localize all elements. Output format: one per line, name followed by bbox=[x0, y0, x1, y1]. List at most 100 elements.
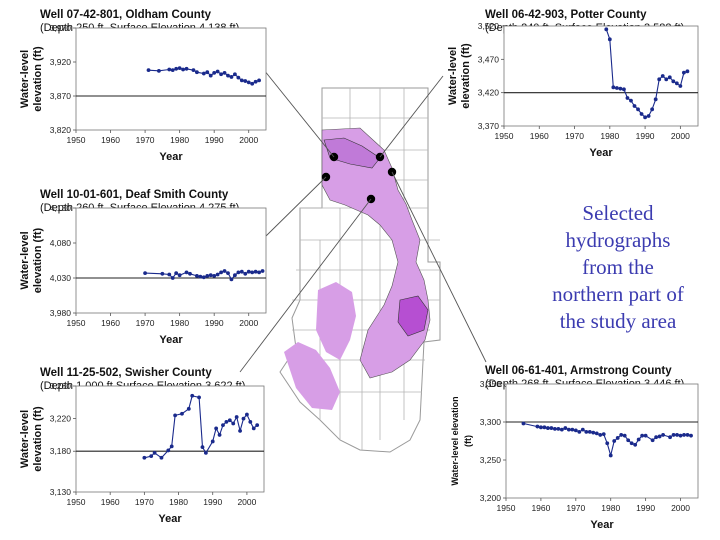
data-point bbox=[612, 439, 617, 443]
data-point bbox=[239, 269, 244, 274]
data-point bbox=[674, 81, 679, 86]
data-point bbox=[640, 433, 645, 438]
data-point bbox=[559, 427, 564, 432]
y-axis-label: Water-level bbox=[447, 47, 459, 105]
y-tick-label: 3,200 bbox=[480, 493, 502, 503]
chart-title: Well 06-61-401, Armstrong County bbox=[485, 365, 672, 377]
data-point bbox=[201, 275, 206, 280]
data-point bbox=[689, 433, 693, 438]
plot-frame bbox=[505, 383, 699, 499]
data-point bbox=[184, 66, 189, 71]
data-point bbox=[169, 444, 174, 449]
data-point bbox=[619, 433, 624, 437]
data-point bbox=[205, 274, 210, 278]
data-point bbox=[611, 85, 616, 90]
data-point bbox=[208, 73, 213, 78]
data-point bbox=[664, 77, 669, 82]
data-point bbox=[186, 406, 191, 411]
data-point bbox=[653, 97, 658, 102]
data-point bbox=[549, 426, 554, 430]
chart-title: Well 11-25-502, Swisher County bbox=[40, 367, 212, 379]
data-point bbox=[521, 421, 526, 426]
x-tick-label: 1980 bbox=[169, 497, 188, 507]
data-point bbox=[245, 412, 249, 417]
x-tick-label: 2000 bbox=[671, 131, 690, 141]
caption-line-1: Selected bbox=[582, 201, 654, 225]
data-point bbox=[580, 427, 585, 432]
x-tick-label: 1970 bbox=[136, 135, 155, 145]
data-point bbox=[636, 107, 640, 112]
data-point bbox=[246, 269, 251, 274]
data-point bbox=[255, 423, 260, 428]
plot-frame bbox=[75, 385, 265, 493]
x-tick-label: 1950 bbox=[495, 131, 514, 141]
map-leader-lines bbox=[239, 69, 487, 373]
data-point bbox=[170, 68, 175, 73]
y-axis-label: (ft) bbox=[463, 435, 473, 447]
data-point bbox=[535, 424, 540, 429]
data-point bbox=[188, 271, 192, 276]
caption-line-3: from the bbox=[582, 255, 654, 279]
x-tick-label: 1960 bbox=[530, 131, 549, 141]
data-point bbox=[212, 274, 217, 278]
data-point bbox=[633, 442, 638, 447]
data-point bbox=[563, 426, 568, 430]
y-tick-label: 3,970 bbox=[50, 23, 72, 33]
x-tick-label: 1960 bbox=[101, 318, 120, 328]
y-tick-label: 3,130 bbox=[50, 487, 72, 497]
x-tick-label: 1950 bbox=[67, 497, 86, 507]
data-point bbox=[166, 448, 171, 453]
x-tick-label: 1950 bbox=[67, 135, 86, 145]
data-point bbox=[180, 411, 184, 416]
data-point bbox=[222, 70, 227, 75]
hydrograph-panel-3: Well 10-01-601, Deaf Smith County(Depth … bbox=[19, 189, 267, 346]
data-point bbox=[650, 107, 655, 112]
data-point bbox=[200, 445, 205, 450]
data-point bbox=[219, 72, 223, 77]
data-point bbox=[231, 421, 236, 426]
data-point bbox=[685, 69, 690, 74]
study-area-map bbox=[239, 69, 487, 453]
data-point bbox=[177, 66, 182, 71]
data-point bbox=[577, 429, 582, 434]
data-point bbox=[229, 75, 234, 79]
hydrograph-panel-2: Well 06-42-903, Potter County(Depth 240 … bbox=[447, 9, 699, 159]
data-point bbox=[657, 434, 662, 439]
data-point bbox=[195, 274, 199, 278]
data-point bbox=[205, 70, 210, 75]
aquifer-dark-zone bbox=[397, 295, 429, 337]
x-tick-label: 1950 bbox=[67, 318, 86, 328]
data-point bbox=[668, 435, 672, 440]
x-tick-label: 1980 bbox=[170, 135, 189, 145]
data-point bbox=[212, 70, 217, 75]
data-point bbox=[626, 438, 631, 443]
data-point bbox=[239, 78, 244, 83]
data-point bbox=[570, 427, 575, 432]
data-point bbox=[233, 273, 237, 278]
y-axis-label: Water-level bbox=[19, 410, 31, 468]
y-axis-label: Water-level bbox=[19, 231, 31, 289]
data-point bbox=[149, 454, 154, 459]
data-point bbox=[260, 269, 265, 273]
chart-title: Well 06-42-903, Potter County bbox=[485, 9, 647, 21]
data-point bbox=[556, 426, 561, 431]
data-point bbox=[643, 433, 648, 438]
hydrograph-panel-1: Well 07-42-801, Oldham County(Depth 250 … bbox=[19, 9, 267, 163]
data-point bbox=[201, 71, 206, 76]
y-tick-label: 3,370 bbox=[478, 121, 500, 131]
data-point bbox=[661, 433, 665, 437]
data-point bbox=[152, 450, 157, 455]
data-point bbox=[682, 433, 686, 437]
data-point bbox=[195, 70, 199, 75]
x-tick-label: 1950 bbox=[497, 503, 516, 513]
data-point bbox=[251, 426, 256, 431]
data-point bbox=[157, 68, 161, 73]
y-axis-label: elevation (ft) bbox=[460, 43, 472, 109]
chart-title: Well 10-01-601, Deaf Smith County bbox=[40, 189, 229, 201]
chart-title: Well 07-42-801, Oldham County bbox=[40, 9, 212, 21]
y-tick-label: 3,180 bbox=[50, 446, 72, 456]
y-tick-label: 3,300 bbox=[480, 417, 502, 427]
x-tick-label: 2000 bbox=[237, 497, 256, 507]
data-point bbox=[594, 431, 599, 436]
data-point bbox=[675, 433, 679, 437]
